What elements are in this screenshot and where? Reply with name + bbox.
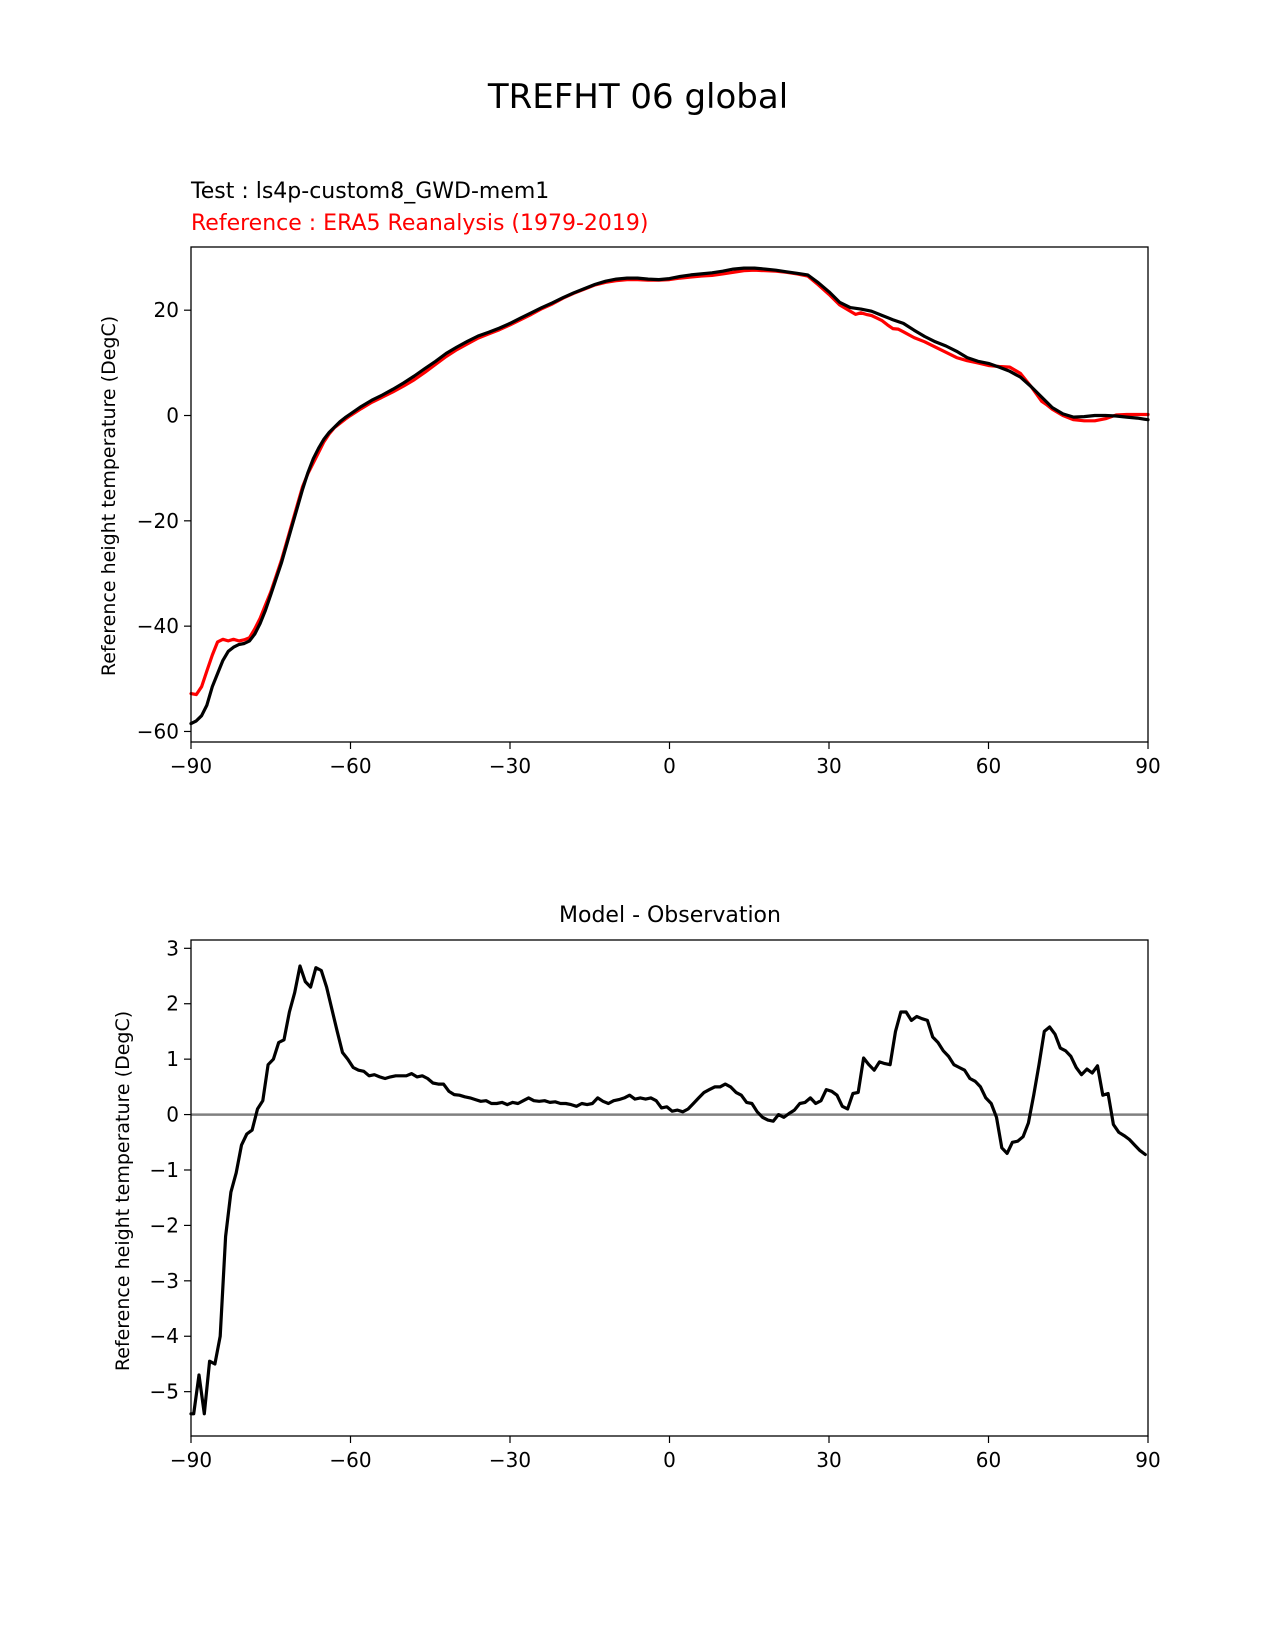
top-y-tick-label: −60 — [137, 719, 179, 743]
bottom-x-tick-label: 30 — [816, 1448, 841, 1472]
bottom-axes-frame — [190, 939, 1149, 1437]
bottom-y-ticks: −5 −4 −3 −2 −1 0 1 2 3 — [150, 936, 191, 1404]
bottom-x-tick-label: 0 — [663, 1448, 676, 1472]
bottom-y-tick-label: −4 — [150, 1324, 179, 1348]
bottom-x-ticks: −90 −60 −30 0 30 60 90 — [170, 1436, 1161, 1472]
bottom-y-tick-label: −3 — [150, 1269, 179, 1293]
top-x-tick-label: −90 — [170, 754, 212, 778]
bottom-y-axis-label: Reference height temperature (DegC) — [112, 1011, 134, 1371]
top-x-tick-label: 30 — [816, 754, 841, 778]
bottom-y-tick-label: 3 — [166, 936, 179, 960]
bottom-y-tick-label: −1 — [150, 1158, 179, 1182]
top-y-ticks: −60 −40 −20 0 20 — [137, 298, 191, 743]
top-series — [189, 266, 1150, 726]
bottom-y-tick-label: 0 — [166, 1103, 179, 1127]
figure-suptitle: TREFHT 06 global — [487, 77, 788, 117]
bottom-x-tick-label: −90 — [170, 1448, 212, 1472]
bottom-plot-title: Model - Observation — [559, 903, 781, 928]
bottom-x-tick-label: −30 — [489, 1448, 531, 1472]
bottom-y-tick-label: −5 — [150, 1380, 179, 1404]
top-x-tick-label: −30 — [489, 754, 531, 778]
bottom-y-tick-label: 1 — [166, 1047, 179, 1071]
top-y-tick-label: −20 — [137, 509, 179, 533]
top-x-tick-label: 90 — [1135, 754, 1160, 778]
reference-label: Reference : ERA5 Reanalysis (1979-2019) — [191, 211, 649, 236]
top-x-ticks: −90 −60 −30 0 30 60 90 — [170, 742, 1161, 778]
test-label: Test : ls4p-custom8_GWD-mem1 — [190, 179, 549, 204]
bottom-series — [189, 964, 1148, 1416]
bottom-x-tick-label: −60 — [329, 1448, 371, 1472]
bottom-y-tick-label: 2 — [166, 992, 179, 1016]
top-plot: −90 −60 −30 0 30 60 90 −60 −40 −20 0 20 — [137, 246, 1161, 778]
top-axes-frame — [190, 246, 1149, 743]
top-x-tick-label: 60 — [976, 754, 1001, 778]
top-y-tick-label: 0 — [166, 404, 179, 428]
top-x-tick-label: 0 — [663, 754, 676, 778]
top-x-tick-label: −60 — [329, 754, 371, 778]
top-y-tick-label: −40 — [137, 614, 179, 638]
top-y-tick-label: 20 — [154, 298, 179, 322]
bottom-x-tick-label: 60 — [976, 1448, 1001, 1472]
bottom-y-tick-label: −2 — [150, 1213, 179, 1237]
top-series-test — [189, 266, 1150, 726]
bottom-series-model-observation — [189, 964, 1147, 1416]
bottom-plot: −90 −60 −30 0 30 60 90 −5 −4 −3 −2 −1 0 1 2 3 — [150, 936, 1161, 1472]
top-y-axis-label: Reference height temperature (DegC) — [98, 316, 120, 676]
bottom-x-tick-label: 90 — [1135, 1448, 1160, 1472]
